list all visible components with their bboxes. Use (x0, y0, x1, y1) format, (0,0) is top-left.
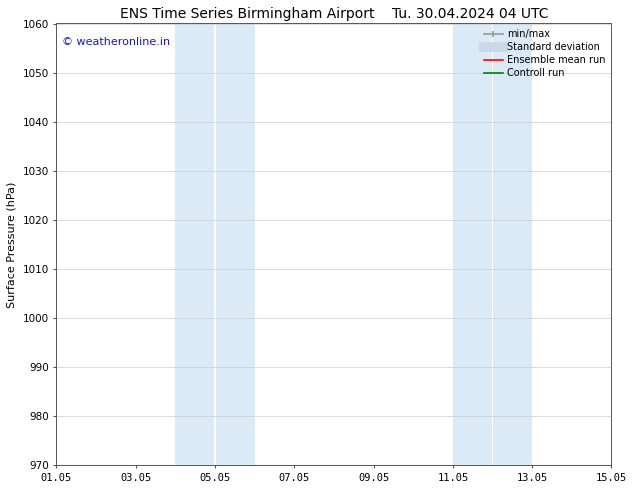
Bar (176, 24, 214, 465)
Bar (216, 24, 255, 465)
Bar (453, 24, 492, 465)
Text: © weatheronline.in: © weatheronline.in (62, 37, 170, 47)
Bar (493, 24, 532, 465)
Y-axis label: Surface Pressure (hPa): Surface Pressure (hPa) (7, 181, 17, 308)
Title: ENS Time Series Birmingham Airport    Tu. 30.04.2024 04 UTC: ENS Time Series Birmingham Airport Tu. 3… (120, 7, 548, 21)
Legend: min/max, Standard deviation, Ensemble mean run, Controll run: min/max, Standard deviation, Ensemble me… (480, 25, 609, 82)
